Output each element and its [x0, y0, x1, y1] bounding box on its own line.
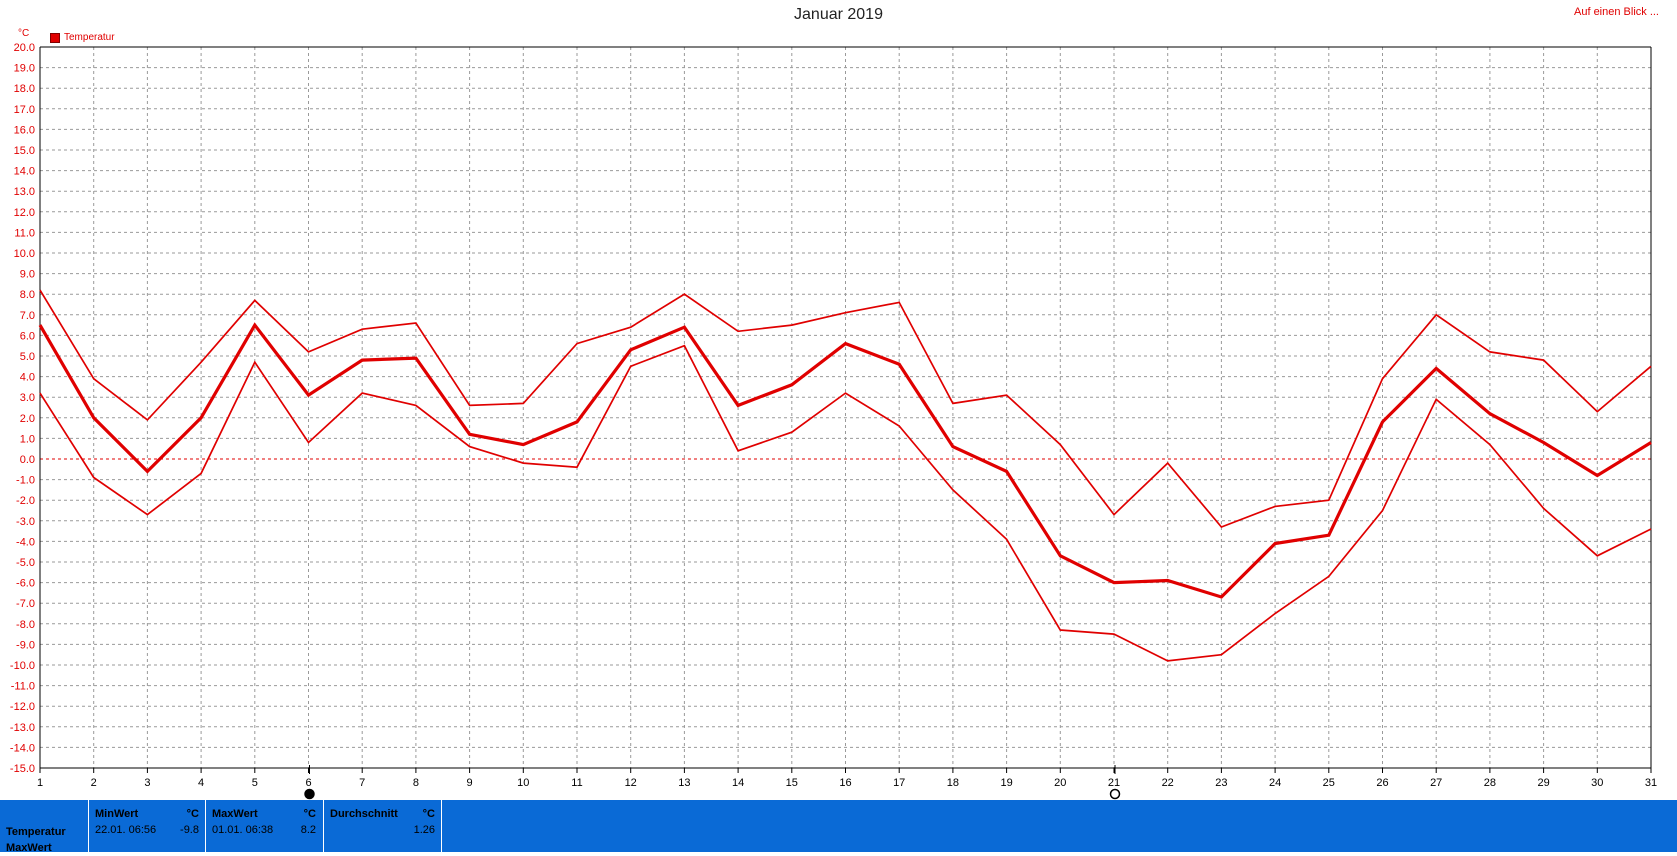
- x-tick-label: 28: [1484, 777, 1496, 789]
- x-tick-label: 23: [1215, 777, 1227, 789]
- y-tick-label: 7.0: [20, 310, 35, 322]
- y-tick-label: 18.0: [14, 83, 35, 95]
- x-tick-label: 24: [1269, 777, 1281, 789]
- y-tick-label: 2.0: [20, 413, 35, 425]
- avg-value: 1.26: [413, 824, 435, 836]
- y-tick-label: 11.0: [14, 227, 35, 239]
- min-value-box: MinWert °C 22.01. 06:56 -9.8: [88, 800, 205, 852]
- y-tick-label: 13.0: [14, 186, 35, 198]
- x-tick-label: 8: [413, 777, 419, 789]
- x-tick-label: 1: [37, 777, 43, 789]
- y-tick-label: 9.0: [20, 269, 35, 281]
- y-tick-label: -13.0: [10, 722, 35, 734]
- y-tick-label: 1.0: [20, 433, 35, 445]
- y-tick-label: 20.0: [14, 42, 35, 54]
- y-tick-label: 19.0: [14, 63, 35, 75]
- x-tick-label: 4: [198, 777, 204, 789]
- average-value-box: Durchschnitt °C 1.26: [323, 800, 442, 852]
- max-marker: [304, 788, 315, 800]
- y-tick-label: -9.0: [16, 639, 35, 651]
- x-tick-label: 7: [359, 777, 365, 789]
- y-tick-label: 12.0: [14, 207, 35, 219]
- x-tick-label: 22: [1162, 777, 1174, 789]
- x-tick-label: 27: [1430, 777, 1442, 789]
- max-value: 8.2: [300, 824, 316, 836]
- max-datetime: 01.01. 06:38: [212, 824, 274, 836]
- y-tick-label: -10.0: [10, 660, 35, 672]
- max-header: MaxWert: [212, 808, 258, 820]
- x-tick-label: 26: [1376, 777, 1388, 789]
- x-tick-label: 21: [1108, 777, 1120, 789]
- x-tick-label: 6: [305, 777, 311, 789]
- y-tick-label: 15.0: [14, 145, 35, 157]
- avg-header: Durchschnitt: [330, 808, 398, 820]
- x-tick-label: 5: [252, 777, 258, 789]
- y-unit-label: °C: [18, 28, 30, 39]
- max-value-box: MaxWert °C 01.01. 06:38 8.2: [205, 800, 322, 852]
- y-tick-label: 4.0: [20, 372, 35, 384]
- y-tick-label: 14.0: [14, 166, 35, 178]
- x-tick-label: 12: [625, 777, 637, 789]
- temperature-chart: 20.019.018.017.016.015.014.013.012.011.0…: [10, 42, 1657, 800]
- row-label-maxwert: MaxWert: [6, 842, 52, 854]
- y-tick-label: 8.0: [20, 289, 35, 301]
- x-tick-label: 16: [839, 777, 851, 789]
- x-tick-label: 9: [467, 777, 473, 789]
- legend-swatch: [50, 32, 60, 43]
- y-tick-label: -3.0: [16, 516, 35, 528]
- legend: Temperatur: [50, 32, 115, 43]
- y-tick-label: -4.0: [16, 536, 35, 548]
- min-header: MinWert: [95, 808, 139, 820]
- x-tick-label: 20: [1054, 777, 1066, 789]
- min-datetime: 22.01. 06:56: [95, 824, 157, 836]
- legend-label: Temperatur: [64, 32, 115, 43]
- row-label-temperatur: Temperatur: [6, 826, 66, 838]
- y-tick-label: -7.0: [16, 598, 35, 610]
- y-tick-label: 5.0: [20, 351, 35, 363]
- y-tick-label: -14.0: [10, 742, 35, 754]
- y-tick-label: -8.0: [16, 619, 35, 631]
- x-tick-label: 17: [893, 777, 905, 789]
- y-tick-label: 17.0: [14, 104, 35, 116]
- y-tick-label: 16.0: [14, 124, 35, 136]
- x-tick-label: 30: [1591, 777, 1603, 789]
- x-tick-label: 25: [1323, 777, 1335, 789]
- y-tick-label: -11.0: [11, 681, 35, 693]
- x-tick-label: 31: [1645, 777, 1657, 789]
- x-tick-label: 29: [1537, 777, 1549, 789]
- y-tick-label: 0.0: [20, 454, 35, 466]
- series-line-2: [39, 344, 1652, 662]
- y-tick-label: -2.0: [16, 495, 35, 507]
- x-tick-label: 13: [678, 777, 690, 789]
- y-tick-label: -6.0: [16, 578, 35, 590]
- y-tick-label: -12.0: [10, 701, 35, 713]
- chart-title: Januar 2019: [794, 6, 883, 23]
- x-tick-label: 19: [1000, 777, 1012, 789]
- min-marker: [1109, 788, 1121, 800]
- y-tick-label: -15.0: [10, 763, 35, 775]
- statistics-panel: Temperatur MaxWert MinWert °C 22.01. 06:…: [0, 800, 1677, 854]
- y-tick-label: 3.0: [20, 392, 35, 404]
- x-tick-label: 10: [517, 777, 529, 789]
- x-tick-label: 2: [91, 777, 97, 789]
- y-tick-label: -1.0: [16, 475, 35, 487]
- x-tick-label: 3: [144, 777, 150, 789]
- y-tick-label: -5.0: [16, 557, 35, 569]
- x-tick-label: 11: [571, 777, 582, 789]
- y-tick-label: 6.0: [20, 330, 35, 342]
- series-line-1: [38, 322, 1652, 599]
- x-tick-label: 14: [732, 777, 744, 789]
- min-value: -9.8: [180, 824, 199, 836]
- y-tick-label: 10.0: [14, 248, 35, 260]
- max-unit: °C: [303, 808, 316, 820]
- series-line-0: [39, 289, 1652, 529]
- avg-unit: °C: [422, 808, 435, 820]
- x-tick-label: 18: [947, 777, 959, 789]
- at-a-glance-link[interactable]: Auf einen Blick ...: [1574, 6, 1659, 18]
- x-tick-label: 15: [786, 777, 798, 789]
- min-unit: °C: [186, 808, 199, 820]
